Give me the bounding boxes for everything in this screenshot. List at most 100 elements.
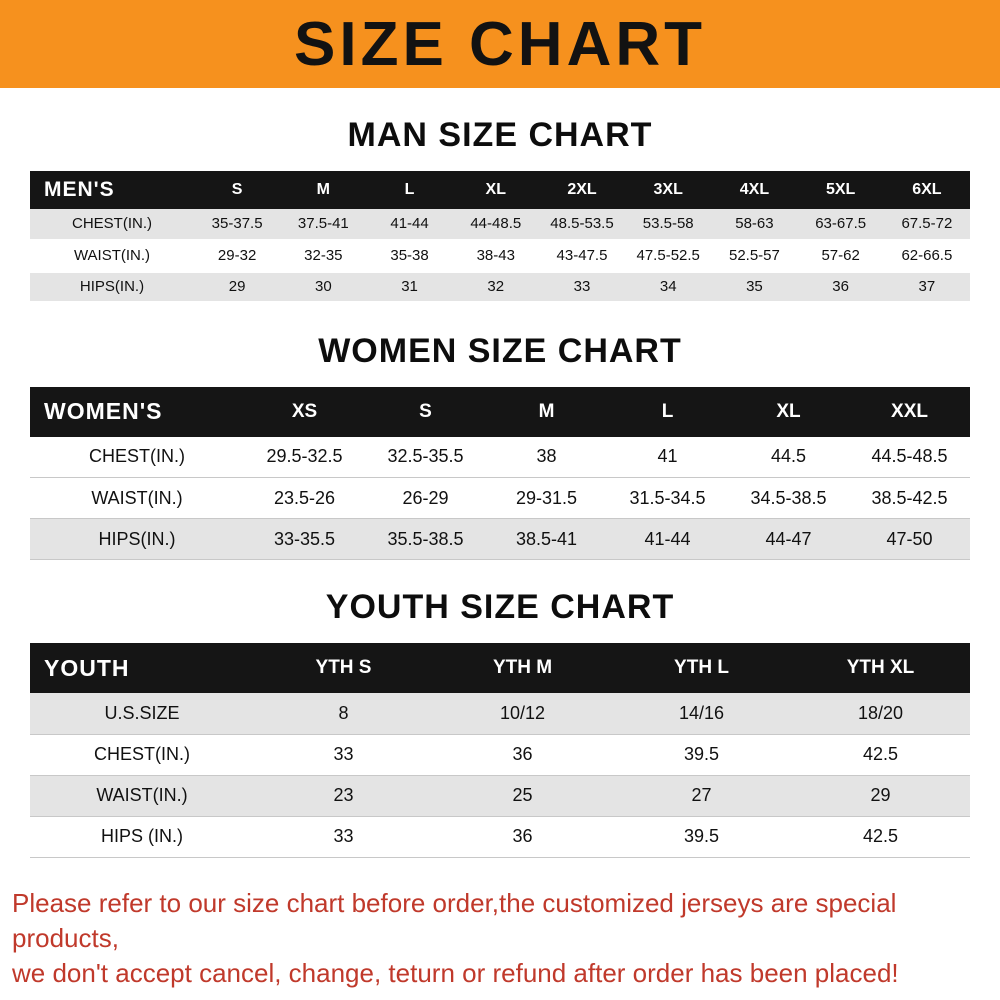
cell-value: 35-38 bbox=[366, 240, 453, 273]
cell-value: 47.5-52.5 bbox=[625, 240, 712, 273]
women-size-chart-section: WOMEN SIZE CHART WOMEN'S XS S M L XL XXL CHEST(… bbox=[0, 331, 1000, 560]
table-row: HIPS(IN.) 29 30 31 32 33 34 35 36 37 bbox=[30, 271, 970, 304]
column-header: M bbox=[538, 400, 555, 422]
cell-value: 35-37.5 bbox=[194, 209, 281, 242]
column-header: YTH S bbox=[315, 657, 372, 678]
cell-value: 57-62 bbox=[797, 240, 884, 273]
cell-value: 38.5-42.5 bbox=[849, 477, 970, 519]
cell-value: 67.5-72 bbox=[883, 209, 970, 242]
cell-value: 34 bbox=[625, 271, 712, 304]
footer-note: Please refer to our size chart before or… bbox=[0, 886, 1000, 991]
cell-value: 32.5-35.5 bbox=[365, 436, 486, 478]
row-label: HIPS (IN.) bbox=[30, 816, 254, 858]
row-label: U.S.SIZE bbox=[30, 693, 254, 735]
column-header: 4XL bbox=[739, 181, 770, 198]
cell-value: 63-67.5 bbox=[797, 209, 884, 242]
row-label: CHEST(IN.) bbox=[30, 436, 244, 478]
column-header: 6XL bbox=[912, 181, 942, 198]
cell-value: 29.5-32.5 bbox=[244, 436, 365, 478]
cell-value: 32 bbox=[452, 271, 539, 304]
table-row: WAIST(IN.) 29-32 32-35 35-38 38-43 43-47.5 47.… bbox=[30, 240, 970, 273]
table-row: HIPS(IN.) 33-35.5 35.5-38.5 38.5-41 41-44 44-… bbox=[30, 518, 970, 560]
column-header: XL bbox=[776, 400, 801, 422]
table-corner-label: MEN'S bbox=[44, 178, 115, 201]
footer-line-2: we don't accept cancel, change, teturn o… bbox=[12, 957, 899, 988]
column-header: 2XL bbox=[567, 181, 597, 198]
table-row: WAIST(IN.) 23.5-26 26-29 29-31.5 31.5-34.5 34… bbox=[30, 477, 970, 519]
men-size-table: MEN'S S M L XL 2XL 3XL 4XL 5XL 6XL CHEST(IN.) 35-37… bbox=[30, 171, 970, 304]
column-header: YTH L bbox=[674, 657, 729, 678]
cell-value: 36 bbox=[433, 734, 612, 776]
cell-value: 29 bbox=[791, 775, 970, 817]
column-header: L bbox=[404, 181, 415, 198]
row-label: WAIST(IN.) bbox=[30, 477, 244, 519]
youth-size-chart-section: YOUTH SIZE CHART YOUTH YTH S YTH M YTH L YTH… bbox=[0, 588, 1000, 858]
cell-value: 31 bbox=[366, 271, 453, 304]
cell-value: 29 bbox=[194, 271, 281, 304]
cell-value: 18/20 bbox=[791, 693, 970, 735]
cell-value: 36 bbox=[433, 816, 612, 858]
cell-value: 8 bbox=[254, 693, 433, 735]
cell-value: 44.5 bbox=[728, 436, 849, 478]
table-row: U.S.SIZE 8 10/12 14/16 18/20 bbox=[30, 693, 970, 735]
row-label: HIPS(IN.) bbox=[30, 271, 194, 304]
banner-title: SIZE CHART bbox=[294, 9, 706, 79]
column-header: S bbox=[231, 181, 243, 198]
cell-value: 39.5 bbox=[612, 816, 791, 858]
column-header: XS bbox=[291, 400, 318, 422]
cell-value: 29-31.5 bbox=[486, 477, 607, 519]
cell-value: 47-50 bbox=[849, 518, 970, 560]
youth-size-chart-heading: YOUTH SIZE CHART bbox=[325, 588, 675, 626]
cell-value: 32-35 bbox=[280, 240, 367, 273]
row-label: CHEST(IN.) bbox=[30, 734, 254, 776]
cell-value: 23 bbox=[254, 775, 433, 817]
size-chart-banner: SIZE CHART bbox=[0, 0, 1000, 88]
cell-value: 53.5-58 bbox=[625, 209, 712, 242]
youth-size-table: YOUTH YTH S YTH M YTH L YTH XL U.S.SIZE 8 10/12… bbox=[30, 643, 970, 858]
table-row: CHEST(IN.) 29.5-32.5 32.5-35.5 38 41 44.5 44.5… bbox=[30, 436, 970, 478]
column-header: L bbox=[661, 400, 674, 422]
row-label: WAIST(IN.) bbox=[30, 775, 254, 817]
cell-value: 36 bbox=[797, 271, 884, 304]
women-size-chart-heading: WOMEN SIZE CHART bbox=[318, 331, 682, 370]
column-header: M bbox=[316, 181, 330, 198]
column-header: YTH XL bbox=[846, 657, 915, 678]
cell-value: 34.5-38.5 bbox=[728, 477, 849, 519]
cell-value: 25 bbox=[433, 775, 612, 817]
cell-value: 41-44 bbox=[607, 518, 728, 560]
cell-value: 58-63 bbox=[711, 209, 798, 242]
table-row: CHEST(IN.) 33 36 39.5 42.5 bbox=[30, 734, 970, 776]
cell-value: 33 bbox=[538, 271, 626, 304]
column-header: XL bbox=[485, 181, 506, 198]
table-header-row: WOMEN'S XS S M L XL XXL bbox=[30, 386, 970, 437]
footer-line-1: Please refer to our size chart before or… bbox=[12, 887, 897, 953]
cell-value: 35 bbox=[711, 271, 798, 304]
cell-value: 44-47 bbox=[728, 518, 849, 560]
row-label: HIPS(IN.) bbox=[30, 518, 244, 560]
table-header-row: YOUTH YTH S YTH M YTH L YTH XL bbox=[30, 643, 970, 693]
cell-value: 43-47.5 bbox=[538, 240, 626, 273]
cell-value: 26-29 bbox=[365, 477, 486, 519]
man-size-chart-heading: MAN SIZE CHART bbox=[347, 116, 653, 154]
cell-value: 29-32 bbox=[194, 240, 281, 273]
column-header: S bbox=[419, 400, 432, 422]
cell-value: 44.5-48.5 bbox=[849, 436, 970, 478]
man-size-chart-section: MAN SIZE CHART MEN'S S M L XL 2XL 3XL 4XL 5XL 6XL… bbox=[0, 116, 1000, 304]
table-corner-label: WOMEN'S bbox=[44, 398, 163, 424]
cell-value: 33-35.5 bbox=[244, 518, 365, 560]
column-header: 3XL bbox=[653, 181, 683, 198]
cell-value: 41 bbox=[607, 436, 728, 478]
cell-value: 38-43 bbox=[452, 240, 539, 273]
column-header: 5XL bbox=[825, 181, 856, 198]
cell-value: 42.5 bbox=[791, 734, 970, 776]
table-row: CHEST(IN.) 35-37.5 37.5-41 41-44 44-48.5 48.5… bbox=[30, 209, 970, 242]
cell-value: 10/12 bbox=[433, 693, 612, 735]
cell-value: 23.5-26 bbox=[244, 477, 365, 519]
table-header-row: MEN'S S M L XL 2XL 3XL 4XL 5XL 6XL bbox=[30, 171, 970, 209]
row-label: CHEST(IN.) bbox=[30, 209, 194, 242]
cell-value: 52.5-57 bbox=[711, 240, 798, 273]
cell-value: 30 bbox=[280, 271, 367, 304]
table-row: WAIST(IN.) 23 25 27 29 bbox=[30, 775, 970, 817]
cell-value: 37.5-41 bbox=[280, 209, 367, 242]
column-header: YTH M bbox=[492, 657, 553, 678]
